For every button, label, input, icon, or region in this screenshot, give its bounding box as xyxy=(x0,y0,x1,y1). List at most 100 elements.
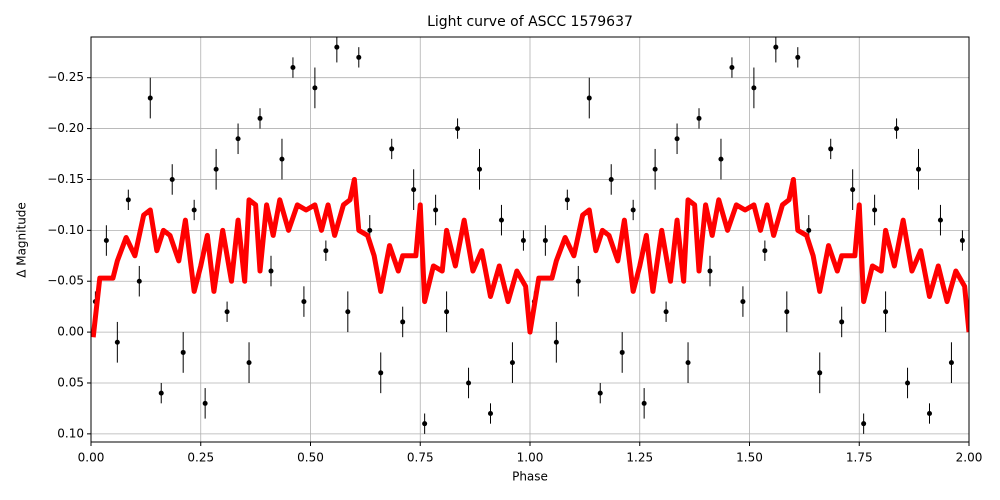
y-tick-label: −0.05 xyxy=(47,274,84,288)
x-tick-label: 0.50 xyxy=(297,451,324,465)
data-point xyxy=(861,421,867,427)
data-point xyxy=(586,95,592,101)
data-point xyxy=(498,217,504,223)
data-point xyxy=(509,360,515,366)
data-point xyxy=(125,197,131,203)
data-point xyxy=(619,349,625,355)
data-point xyxy=(707,268,713,274)
plot-area xyxy=(91,37,969,434)
data-point xyxy=(959,238,965,244)
data-point xyxy=(817,370,823,376)
data-point xyxy=(235,136,241,142)
y-tick-label: 0.05 xyxy=(57,375,84,389)
data-point xyxy=(246,360,252,366)
data-point xyxy=(290,65,296,71)
data-point xyxy=(202,400,208,406)
data-point xyxy=(905,380,911,386)
x-tick-label: 1.25 xyxy=(626,451,653,465)
x-tick-label: 1.00 xyxy=(517,451,544,465)
data-point xyxy=(334,44,340,50)
data-point xyxy=(608,176,614,182)
data-point xyxy=(323,248,329,254)
data-point xyxy=(114,339,120,345)
data-point xyxy=(400,319,406,325)
y-tick-label: −0.20 xyxy=(47,121,84,135)
data-point xyxy=(279,156,285,162)
chart-title: Light curve of ASCC 1579637 xyxy=(427,14,633,30)
data-point xyxy=(103,238,109,244)
data-point xyxy=(828,146,834,152)
data-point xyxy=(301,299,307,305)
data-point xyxy=(169,176,175,182)
data-point xyxy=(718,156,724,162)
data-point xyxy=(674,136,680,142)
data-point xyxy=(685,360,691,366)
x-tick-label: 1.75 xyxy=(846,451,873,465)
data-point xyxy=(894,126,900,132)
data-point xyxy=(553,339,559,345)
x-tick-label: 0.25 xyxy=(187,451,214,465)
y-tick-label: −0.25 xyxy=(47,70,84,84)
data-point xyxy=(575,278,581,284)
data-point xyxy=(663,309,669,315)
y-tick-label: 0.10 xyxy=(57,426,84,440)
y-tick-label: −0.10 xyxy=(47,223,84,237)
data-point xyxy=(356,54,362,60)
data-point xyxy=(180,349,186,355)
x-tick-label: 0.75 xyxy=(407,451,434,465)
data-point xyxy=(312,85,318,91)
data-point xyxy=(652,166,658,172)
data-point xyxy=(740,299,746,305)
data-point xyxy=(224,309,230,315)
data-point xyxy=(641,400,647,406)
data-point xyxy=(422,421,428,427)
data-point xyxy=(411,187,417,193)
data-point xyxy=(477,166,483,172)
data-point xyxy=(937,217,943,223)
x-tick-label: 0.00 xyxy=(78,451,105,465)
data-point xyxy=(630,207,636,213)
data-point xyxy=(806,227,812,233)
y-tick-label: 0.00 xyxy=(57,325,84,339)
data-point xyxy=(147,95,153,101)
data-point xyxy=(367,227,373,233)
data-point xyxy=(257,115,263,121)
data-point xyxy=(729,65,735,71)
data-point xyxy=(916,166,922,172)
data-point xyxy=(795,54,801,60)
data-point xyxy=(872,207,878,213)
data-point xyxy=(487,411,493,417)
data-point xyxy=(762,248,768,254)
data-point xyxy=(926,411,932,417)
data-point xyxy=(597,390,603,396)
data-point xyxy=(542,238,548,244)
data-point xyxy=(213,166,219,172)
data-point xyxy=(158,390,164,396)
data-point xyxy=(378,370,384,376)
data-point xyxy=(455,126,461,132)
x-tick-label: 1.50 xyxy=(736,451,763,465)
x-axis-label: Phase xyxy=(512,470,548,484)
data-point xyxy=(773,44,779,50)
data-point xyxy=(948,360,954,366)
data-point xyxy=(466,380,472,386)
data-point xyxy=(389,146,395,152)
data-point xyxy=(839,319,845,325)
data-point xyxy=(136,278,142,284)
data-point xyxy=(520,238,526,244)
y-axis-label: Δ Magnitude xyxy=(15,202,29,278)
data-point xyxy=(751,85,757,91)
plot-frame xyxy=(90,36,970,443)
data-point xyxy=(883,309,889,315)
data-point xyxy=(696,115,702,121)
data-point xyxy=(268,268,274,274)
model-line xyxy=(91,176,969,338)
x-tick-label: 2.00 xyxy=(956,451,983,465)
y-tick-label: −0.15 xyxy=(47,172,84,186)
data-point xyxy=(444,309,450,315)
data-point xyxy=(784,309,790,315)
data-point xyxy=(564,197,570,203)
data-point xyxy=(433,207,439,213)
